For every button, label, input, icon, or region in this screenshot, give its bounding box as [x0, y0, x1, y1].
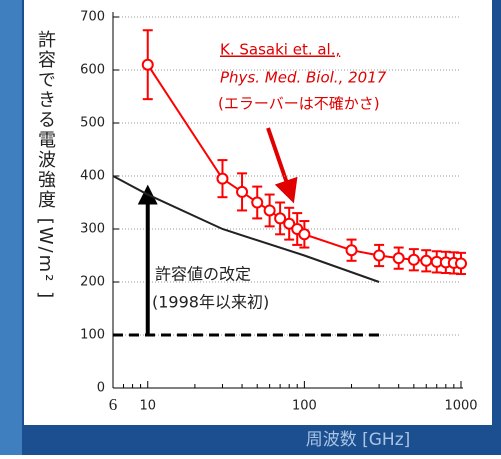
marker — [345, 244, 358, 257]
marker — [420, 254, 433, 267]
y-axis-label: 許容できる電波強度 [W/m² ] — [35, 30, 56, 300]
x-tick-label: 1000 — [444, 399, 477, 414]
marker — [392, 252, 405, 265]
citation: K. Sasaki et. al., — [220, 41, 340, 59]
marker — [251, 196, 264, 209]
marker — [263, 204, 276, 217]
y-tick-label: 300 — [80, 222, 105, 237]
x-tick-label: 10 — [139, 399, 156, 414]
series-line — [112, 175, 380, 283]
citation: (エラーバーは不確かさ) — [218, 95, 380, 113]
y-tick-label: 600 — [80, 63, 105, 78]
marker — [407, 253, 420, 266]
y-tick-label: 100 — [80, 328, 105, 343]
marker — [283, 217, 296, 230]
side-strip — [0, 0, 22, 455]
arrow-text: 許容値の改定 — [155, 265, 251, 284]
y-tick-label: 400 — [80, 169, 105, 184]
y-tick-label: 200 — [80, 275, 105, 290]
y-tick-label: 500 — [80, 116, 105, 131]
y-tick-label: 700 — [80, 10, 105, 25]
y-tick-label: 0 — [97, 381, 105, 396]
marker — [455, 257, 467, 270]
x-tick-label: 6 — [109, 395, 118, 414]
marker — [373, 249, 386, 262]
marker — [298, 228, 311, 241]
arrow-text: (1998年以来初) — [152, 293, 269, 312]
marker — [274, 212, 287, 225]
marker — [216, 172, 229, 185]
x-tick-label: 100 — [292, 399, 317, 414]
citation: Phys. Med. Biol., 2017 — [220, 69, 387, 87]
x-axis-label: 周波数 [GHz] — [306, 430, 411, 450]
pointer-arrow — [266, 127, 298, 204]
marker — [236, 185, 249, 198]
marker — [141, 58, 154, 71]
